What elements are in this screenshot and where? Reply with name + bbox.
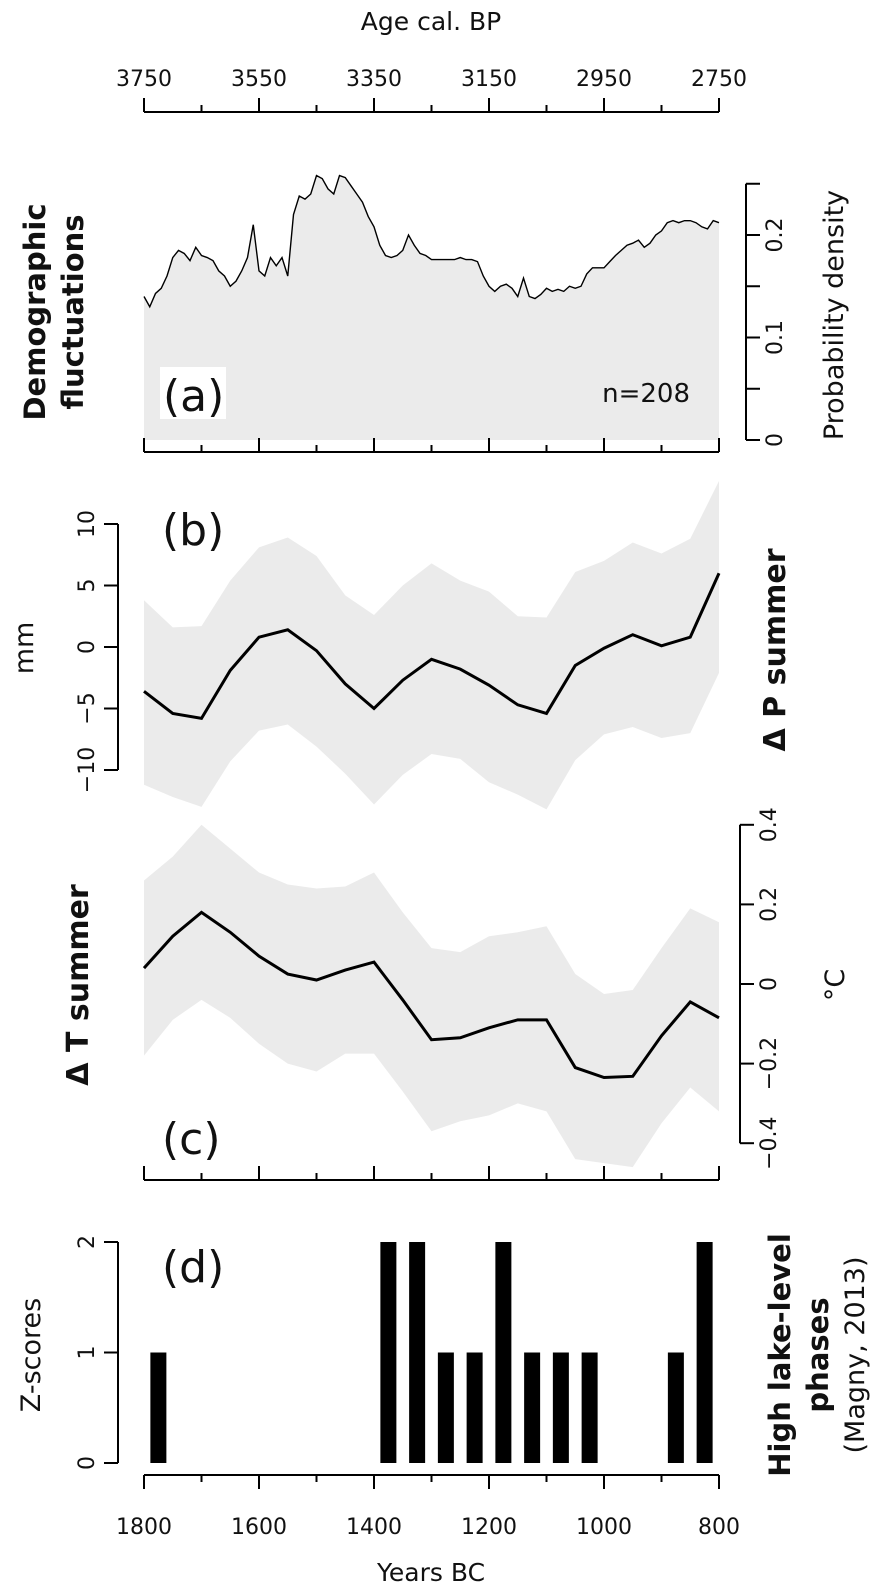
bottom-axis-tick-label: 800 [698,1515,740,1540]
y-axis-b-tick-label: 10 [75,510,100,538]
lake-level-bar [696,1242,713,1463]
side-title-d-line2: phases [801,1297,835,1412]
panel-b: (b) −10 −5 0 5 10 mm Δ P summer [9,480,793,810]
precip-uncertainty-band [144,480,719,810]
y-axis-c-tick-label: −0.2 [757,1037,782,1090]
y-axis-label-b: mm [9,622,40,675]
y-axis-b-tick-label: 5 [75,579,100,593]
top-axis-tick-label: 3550 [231,67,287,92]
top-axis-label: Age cal. BP [361,7,501,36]
y-axis-d-tick-label: 2 [75,1235,100,1249]
bottom-axis: 1800 1600 1400 1200 1000 800 Years BC [116,1474,740,1587]
top-axis-tick-label: 3750 [116,67,172,92]
y-axis-c-tick-label: 0 [757,977,782,991]
y-axis-a-tick-label: 0.1 [763,320,788,355]
precip-line [143,572,721,720]
bottom-axis-tick-label: 1600 [231,1515,287,1540]
panel-letter-d: (d) [162,1242,224,1293]
y-axis-d: 0 1 2 [75,1235,119,1470]
top-axis-tick-label: 2950 [576,67,632,92]
sample-size-annotation: n=208 [602,379,690,409]
panel-a: (a) n=208 0 0.1 0.2 Probability density De… [18,174,850,453]
side-title-c: Δ T summer [61,884,96,1086]
lake-level-bar [524,1352,541,1463]
top-axis-tick-label: 2750 [691,67,747,92]
lake-level-bar [437,1352,454,1463]
lake-level-bar [409,1242,426,1463]
side-title-a-line2: fluctuations [56,214,90,409]
panel-letter-a: (a) [163,371,224,422]
lake-level-bar [552,1352,569,1463]
panel-d: (d) 012 Z-scores High lake-level phases … [16,1233,871,1477]
lake-level-bar [150,1352,167,1463]
lake-level-bar [466,1352,483,1463]
bottom-axis-tick-label: 1000 [576,1515,632,1540]
bottom-axis-tick-label: 1200 [461,1515,517,1540]
lake-level-bar [495,1242,512,1463]
density-curve [143,174,720,309]
y-axis-a-tick-label: 0.2 [763,218,788,253]
panel-letter-b: (b) [162,505,224,556]
side-title-d-line1: High lake-level [763,1233,797,1477]
side-title-b: Δ P summer [758,548,793,751]
y-axis-d-tick-label: 1 [75,1346,100,1360]
bottom-axis-tick-label: 1800 [116,1515,172,1540]
temp-uncertainty-band [144,824,719,1168]
y-axis-b-tick-label: 0 [75,640,100,654]
y-axis-b: −10 −5 0 5 10 [75,510,119,793]
y-axis-label-a: Probability density [819,190,850,440]
y-axis-label-d: Z-scores [16,1298,47,1412]
side-title-a-line1: Demographic [18,203,52,420]
temp-line [142,910,720,1080]
y-axis-label-c: °C [820,969,851,1001]
y-axis-b-tick-label: −5 [75,692,100,724]
y-axis-c-tick-label: −0.4 [757,1116,782,1169]
y-axis-a: 0 0.1 0.2 [745,182,788,447]
y-axis-b-tick-label: −10 [75,747,100,793]
bottom-axis-label: Years BC [376,1558,485,1587]
density-area [144,175,719,441]
top-axis-tick-label: 3150 [461,67,517,92]
panel-letter-bg [160,367,226,419]
y-axis-c-tick-label: 0.2 [757,887,782,922]
side-subtitle-d: (Magny, 2013) [840,1256,871,1453]
y-axis-d-tick-label: 0 [75,1456,100,1470]
lake-level-bar [380,1242,397,1463]
lake-level-bar [667,1352,684,1463]
y-axis-c-tick-label: 0.4 [757,807,782,842]
bottom-axis-tick-label: 1400 [346,1515,402,1540]
panel-letter-c: (c) [162,1114,221,1165]
lake-level-bar [581,1352,598,1463]
y-axis-a-tick-label: 0 [763,433,788,447]
top-axis: Age cal. BP 3750 3550 3350 3150 2950 2750 [116,7,747,113]
y-axis-c: −0.4 −0.2 0 0.2 0.4 [739,807,782,1170]
top-axis-tick-label: 3350 [346,67,402,92]
panel-c: (c) −0.4 −0.2 0 0.2 0.4 °C Δ T summer [61,807,851,1181]
